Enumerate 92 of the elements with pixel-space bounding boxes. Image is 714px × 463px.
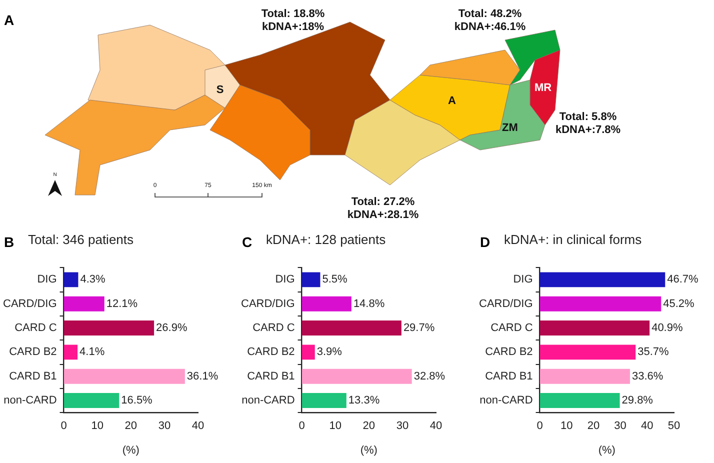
- y-tick-label: CARD B1: [247, 370, 295, 382]
- x-tick-label: 30: [396, 420, 409, 432]
- y-tick-label: DIG: [37, 274, 57, 286]
- x-tick-label: 20: [124, 420, 138, 432]
- text: C: [242, 234, 252, 250]
- bar: [302, 272, 320, 288]
- x-axis-title: (%): [598, 444, 616, 456]
- x-tick-label: 40: [641, 420, 654, 432]
- data-label: 35.7%: [638, 346, 670, 358]
- text: S: [216, 84, 224, 96]
- chart-title: kDNA+: in clinical forms: [504, 232, 642, 247]
- chart-title: kDNA+: 128 patients: [266, 232, 386, 247]
- bar: [64, 320, 154, 336]
- x-tick-label: 40: [192, 420, 204, 432]
- bar: [302, 296, 352, 312]
- text: kDNA+:7.8%: [555, 124, 621, 136]
- x-tick-label: 20: [587, 420, 600, 432]
- bar: [64, 344, 78, 360]
- bar: [302, 320, 402, 336]
- data-label: 12.1%: [106, 298, 138, 310]
- text: Total: 18.8%: [261, 8, 325, 20]
- x-tick-label: 10: [91, 420, 104, 432]
- x-tick-label: 10: [560, 420, 573, 432]
- bar: [540, 368, 630, 384]
- bar: [540, 320, 650, 336]
- data-label: 4.1%: [80, 346, 105, 358]
- y-tick-label: non-CARD: [480, 394, 533, 407]
- text: MR: [534, 82, 552, 94]
- text: B: [4, 234, 14, 250]
- text: kDNA+:46.1%: [454, 21, 526, 33]
- data-label: 32.8%: [414, 370, 446, 382]
- x-tick-label: 10: [329, 420, 342, 432]
- text: Total: 5.8%: [559, 111, 617, 123]
- bar: [540, 296, 662, 312]
- bar: [540, 344, 636, 360]
- y-tick-label: CARD/DIG: [3, 298, 57, 310]
- bar: [64, 393, 120, 408]
- x-tick-label: 30: [158, 420, 171, 432]
- y-tick-label: CARD B1: [9, 370, 57, 382]
- y-tick-label: DIG: [275, 274, 295, 286]
- bar: [302, 393, 346, 408]
- data-label: 5.5%: [322, 274, 348, 286]
- y-tick-label: CARD C: [14, 322, 57, 334]
- text: kDNA+:18%: [262, 21, 324, 33]
- x-tick-label: 0: [60, 420, 67, 432]
- text: A: [448, 95, 456, 107]
- data-label: 29.8%: [622, 394, 654, 407]
- text: A: [4, 12, 14, 28]
- data-label: 46.7%: [667, 274, 699, 286]
- y-tick-label: CARD/DIG: [479, 298, 533, 310]
- x-axis-title: (%): [360, 444, 378, 456]
- text: D: [480, 234, 490, 250]
- text: Total: 48.2%: [458, 8, 522, 20]
- y-tick-label: non-CARD: [4, 394, 57, 407]
- chart-title: Total: 346 patients: [28, 232, 134, 247]
- x-tick-label: 40: [430, 420, 442, 432]
- x-tick-label: 0: [298, 420, 305, 432]
- bar: [64, 368, 185, 384]
- y-tick-label: CARD B2: [9, 346, 57, 358]
- data-label: 26.9%: [156, 322, 188, 334]
- y-tick-label: CARD B1: [485, 370, 533, 382]
- data-label: 3.9%: [316, 346, 342, 358]
- data-label: 29.7%: [403, 322, 435, 334]
- text: kDNA+:28.1%: [347, 209, 419, 221]
- bar: [302, 344, 315, 360]
- data-label: 4.3%: [80, 274, 106, 286]
- data-label: 33.6%: [632, 370, 664, 382]
- bar: [64, 272, 78, 288]
- x-tick-label: 30: [614, 420, 626, 432]
- data-label: 45.2%: [663, 298, 695, 310]
- data-label: 16.5%: [121, 394, 153, 407]
- x-tick-label: 20: [362, 420, 376, 432]
- data-label: 40.9%: [652, 322, 683, 334]
- y-tick-label: CARD C: [252, 322, 295, 334]
- bar: [64, 296, 104, 312]
- y-tick-label: CARD C: [490, 322, 533, 334]
- y-tick-label: CARD/DIG: [241, 298, 295, 310]
- text: ZM: [502, 122, 518, 134]
- data-label: 13.3%: [348, 394, 380, 407]
- y-tick-label: DIG: [513, 274, 533, 286]
- x-tick-label: 50: [668, 420, 680, 432]
- data-label: 14.8%: [353, 298, 385, 310]
- bar: [540, 393, 620, 408]
- y-tick-label: CARD B2: [247, 346, 295, 358]
- x-axis-title: (%): [122, 444, 140, 456]
- text: Total: 27.2%: [351, 196, 415, 208]
- bar: [540, 272, 666, 288]
- bar: [302, 368, 412, 384]
- y-tick-label: non-CARD: [242, 394, 295, 407]
- data-label: 36.1%: [186, 370, 218, 382]
- y-tick-label: CARD B2: [485, 346, 533, 358]
- x-tick-label: 0: [536, 420, 543, 432]
